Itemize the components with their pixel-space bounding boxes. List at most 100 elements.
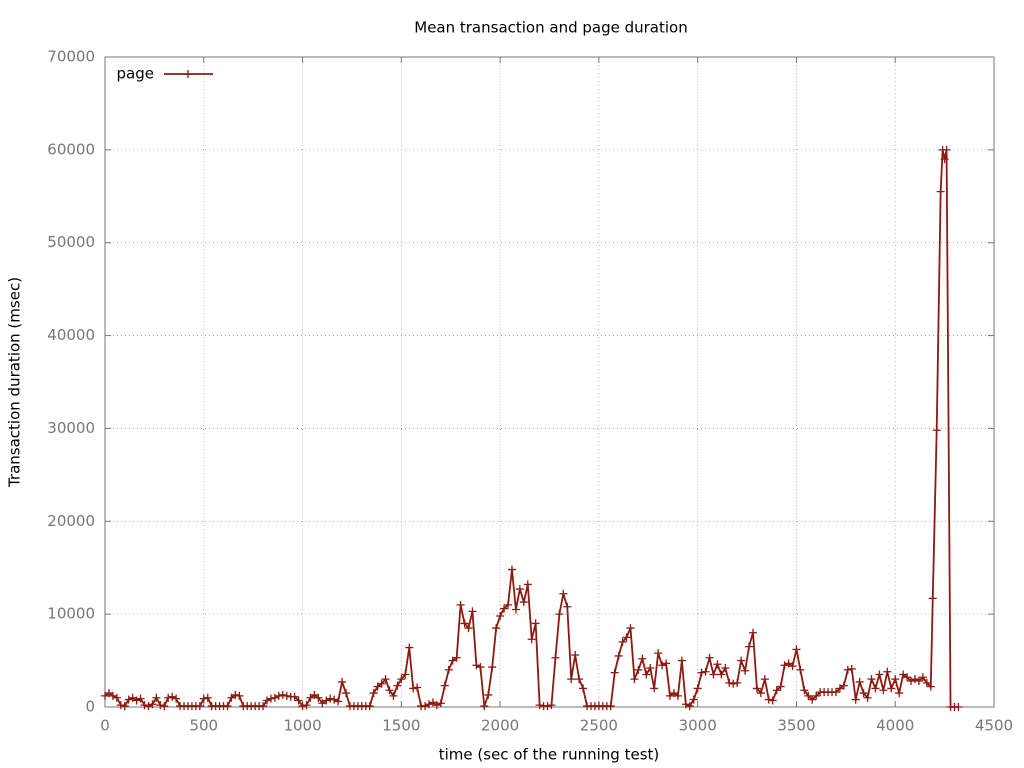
data-point [918,673,927,682]
data-point [638,654,647,663]
data-point [551,653,560,662]
data-point [413,683,422,692]
data-point [290,692,299,701]
data-point [677,656,686,665]
data-point [397,675,406,684]
data-point [531,619,540,628]
data-point [136,694,145,703]
data-point [808,695,817,704]
data-point [851,695,860,704]
y-tick-label: 20000 [47,512,95,530]
data-point [480,702,489,711]
data-point [322,696,331,705]
data-point [748,628,757,637]
data-point [231,690,240,699]
data-point [302,701,311,710]
data-point [713,660,722,669]
data-point [891,675,900,684]
data-point [910,675,919,684]
data-point [831,688,840,697]
data-point [547,701,556,710]
data-point [500,604,509,613]
data-point [108,691,117,700]
data-point [928,594,937,603]
data-point [464,624,473,633]
data-point [804,691,813,700]
data-point [160,702,169,711]
data-point [800,686,809,695]
data-point [523,580,532,589]
data-point [843,665,852,674]
data-point [780,661,789,670]
data-point [626,624,635,633]
data-point [535,701,544,710]
data-point [776,682,785,691]
data-point [172,694,181,703]
data-point [421,702,430,711]
data-point [942,145,951,154]
data-point [788,662,797,671]
data-point [488,663,497,672]
data-point [883,667,892,676]
data-point [484,690,493,699]
data-point [338,677,347,686]
data-point [144,702,153,711]
data-point [164,693,173,702]
data-point [543,702,552,711]
data-point [476,663,485,672]
data-point [385,686,394,695]
data-point [120,702,129,711]
data-point [223,702,232,711]
data-point [693,684,702,693]
data-point [954,703,963,711]
data-point [452,653,461,662]
x-tick-label: 4000 [876,717,914,735]
data-point [235,691,244,700]
data-point [940,155,949,164]
data-point [326,694,335,703]
data-point [270,693,279,702]
data-point [673,691,682,700]
data-point [365,702,374,711]
data-point [401,670,410,679]
data-point [772,686,781,695]
data-point [725,678,734,687]
data-point [369,689,378,698]
data-point [709,670,718,679]
data-point [278,690,287,699]
data-point [436,699,445,708]
data-point [634,665,643,674]
data-point [796,665,805,674]
data-point [266,694,275,703]
data-point [879,686,888,695]
data-point [859,689,868,698]
x-tick-label: 3000 [679,717,717,735]
data-point [496,612,505,620]
data-point [152,693,161,702]
data-point [468,607,477,616]
data-point [737,656,746,665]
data-point [681,700,690,709]
data-point [444,665,453,674]
data-point [504,600,513,609]
data-point [697,668,706,677]
data-point [294,696,303,705]
data-point [274,691,283,700]
data-point [140,701,149,710]
plot-frame [104,56,995,708]
data-point [855,677,864,686]
data-point [456,600,465,609]
data-point [936,187,945,196]
data-point [839,681,848,690]
data-point [701,667,710,676]
data-point [563,602,572,611]
data-point [377,679,386,688]
data-point [847,664,856,673]
data-point [156,701,165,710]
data-point [741,666,750,675]
data-point [259,702,268,711]
data-point [381,675,390,684]
data-point [914,677,923,685]
data-point [812,691,821,700]
y-axis-label: Transaction duration (msec) [6,277,24,488]
